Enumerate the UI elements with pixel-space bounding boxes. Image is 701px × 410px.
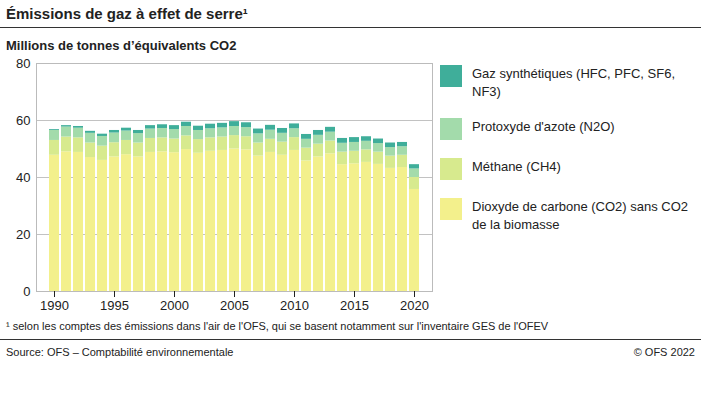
svg-text:2005: 2005 — [220, 298, 249, 313]
svg-text:40: 40 — [16, 170, 30, 185]
svg-text:2020: 2020 — [400, 298, 429, 313]
html-text:Émissions de gaz à effet de se: Émissions de gaz à effet de serre¹ — [6, 5, 248, 22]
svg-text:2015: 2015 — [340, 298, 369, 313]
svg-text:80: 80 — [16, 56, 30, 71]
html-text:Gaz synthétiques (HFC, PFC, SF: Gaz synthétiques (HFC, PFC, SF6, NF3) — [472, 66, 675, 99]
svg-text:1990: 1990 — [40, 298, 69, 313]
svg-text:2010: 2010 — [280, 298, 309, 313]
html-text:Dioxyde de carbone (CO2) sans: Dioxyde de carbone (CO2) sans CO2 de la … — [472, 199, 688, 232]
svg-text:2000: 2000 — [160, 298, 189, 313]
html-text:© OFS 2022: © OFS 2022 — [633, 346, 695, 359]
svg-text:0: 0 — [23, 284, 30, 299]
html-text:Millions de tonnes d’équivalen: Millions de tonnes d’équivalents CO2 — [6, 38, 237, 53]
html-text:¹ selon les comptes des émissi: ¹ selon les comptes des émissions dans l… — [6, 320, 549, 332]
svg-text:1995: 1995 — [100, 298, 129, 313]
svg-text:60: 60 — [16, 113, 30, 128]
html-text:Protoxyde d'azote (N2O): Protoxyde d'azote (N2O) — [472, 119, 615, 135]
svg-text:20: 20 — [16, 227, 30, 242]
html-text:Méthane (CH4): Méthane (CH4) — [472, 159, 561, 175]
html-text:Source: OFS – Comptabilité env: Source: OFS – Comptabilité environnement… — [6, 346, 234, 359]
